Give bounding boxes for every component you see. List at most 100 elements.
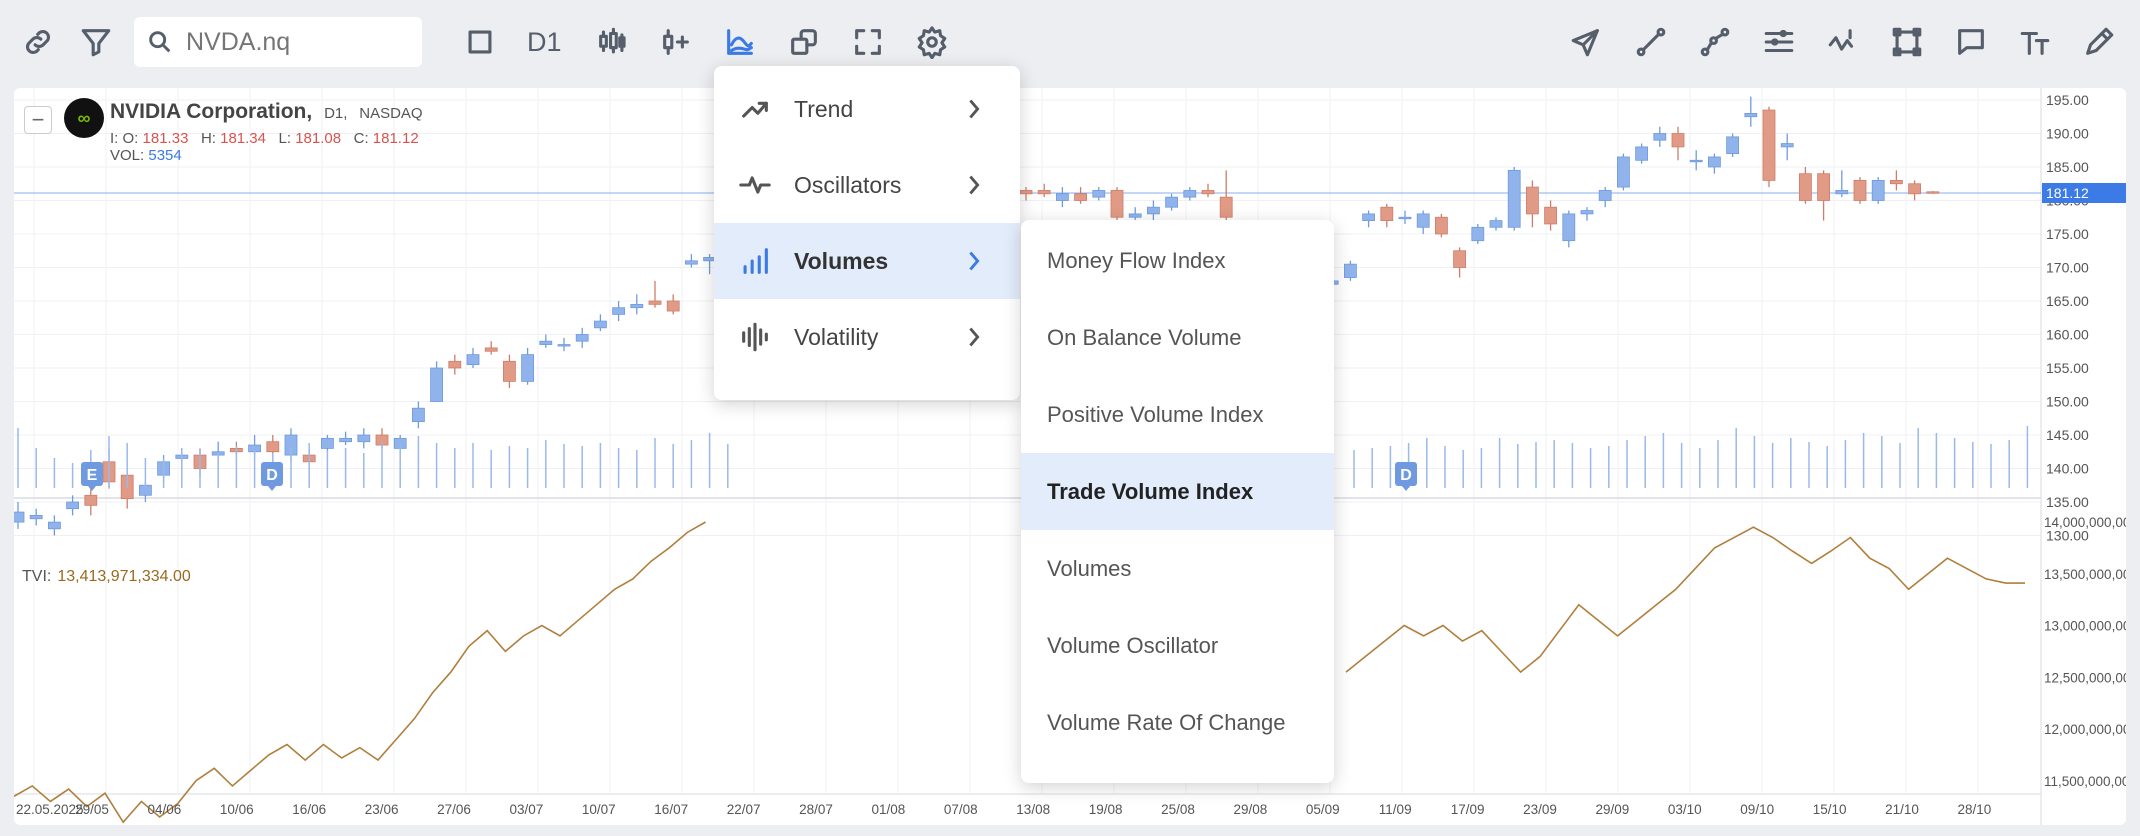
candle-body [1799, 173, 1812, 201]
candle-body [1019, 190, 1033, 195]
filter-icon[interactable] [72, 18, 120, 66]
submenu-item-trade-volume-index[interactable]: Trade Volume Index [1021, 453, 1334, 530]
tvi-line [14, 521, 706, 824]
search-input[interactable] [184, 26, 408, 58]
candle-body [320, 437, 334, 449]
candle-body [1871, 180, 1885, 201]
lines-icon[interactable] [1755, 18, 1803, 66]
date-tick-label: 10/07 [582, 802, 616, 817]
candle-body [1598, 190, 1612, 201]
event-marker-label: E [87, 467, 98, 484]
candle-body [1835, 190, 1849, 195]
candle-body [1908, 183, 1921, 195]
submenu-item-positive-volume-index[interactable]: Positive Volume Index [1047, 401, 1264, 427]
tvi-line [1345, 526, 2025, 674]
candle-body [1201, 190, 1215, 195]
candle-body [1037, 190, 1051, 195]
box-icon[interactable] [1883, 18, 1931, 66]
candle-body [1074, 193, 1087, 201]
symbol-title: NVIDIA Corporation, D1, NASDAQ [110, 100, 423, 124]
candle-body [1926, 191, 1940, 194]
send-icon[interactable] [1562, 18, 1610, 66]
date-tick-label: 21/10 [1885, 802, 1919, 817]
candle-body [612, 307, 625, 315]
candle-body [1708, 156, 1721, 168]
rectangle-icon[interactable] [456, 18, 504, 66]
candle-body [266, 441, 280, 453]
event-marker-pointer [88, 486, 96, 491]
chart-canvas[interactable]: EDD195.00190.00185.00180.00175.00170.001… [14, 88, 2126, 825]
candle-body [1147, 206, 1160, 215]
candle-body [1689, 159, 1703, 163]
chevron-right-icon [969, 327, 980, 347]
candle-body [1653, 133, 1667, 141]
text-icon[interactable] [2011, 18, 2059, 66]
date-tick-label: 29/08 [1234, 802, 1268, 817]
date-tick-label: 05/09 [1306, 802, 1340, 817]
candle-body [1744, 112, 1758, 118]
wave-icon[interactable] [1819, 18, 1867, 66]
menu-item-volumes[interactable]: Volumes [714, 223, 1020, 299]
menu-item-oscillators[interactable]: Oscillators [714, 147, 1020, 223]
volume-readout: VOL: 5354 [110, 147, 182, 164]
volatility-icon [742, 322, 768, 352]
price-tick-label: 175.00 [2046, 226, 2089, 242]
volumes-submenu: Money Flow Index On Balance Volume Positiv… [1021, 220, 1334, 783]
date-tick-label: 15/10 [1813, 802, 1847, 817]
price-tick-label: 135.00 [2046, 494, 2089, 510]
candle-body [1507, 169, 1521, 228]
price-tick-label: 130.00 [2046, 528, 2089, 544]
symbol-search[interactable] [134, 17, 422, 67]
menu-item-volatility[interactable]: Volatility [714, 299, 1020, 375]
submenu-item-money-flow-index[interactable]: Money Flow Index [1047, 247, 1226, 273]
candle-body [630, 303, 644, 309]
candle-body [1617, 156, 1630, 188]
candles-icon[interactable] [588, 18, 636, 66]
submenu-item-on-balance-volume[interactable]: On Balance Volume [1047, 324, 1242, 350]
candle-body [448, 360, 462, 369]
candle-body [685, 260, 698, 265]
compare-icon[interactable] [780, 18, 828, 66]
tvi-tick-label: 14,000,000,000 [2044, 515, 2126, 530]
fullscreen-icon[interactable] [844, 18, 892, 66]
indicators-icon[interactable] [716, 18, 764, 66]
legend-collapse-button[interactable]: − [24, 106, 52, 134]
event-marker [261, 462, 283, 486]
line-icon[interactable] [1627, 18, 1675, 66]
submenu-item-volumes[interactable]: Volumes [1047, 555, 1132, 581]
date-tick-label: 04/06 [148, 802, 182, 817]
price-tick-label: 145.00 [2046, 427, 2089, 443]
candle-body [1890, 180, 1903, 185]
date-tick-label: 13/08 [1016, 802, 1050, 817]
menu-item-trend[interactable]: Trend [714, 71, 1020, 147]
link-icon[interactable] [14, 18, 62, 66]
candle-body [1526, 186, 1539, 215]
submenu-item-volume-rate-of-change[interactable]: Volume Rate Of Change [1047, 709, 1286, 735]
candle-body [1165, 196, 1178, 208]
date-tick-label: 09/10 [1740, 802, 1774, 817]
multi-line-icon[interactable] [1691, 18, 1739, 66]
symbol-timeframe: D1, [324, 105, 348, 122]
tvi-tick-label: 13,000,000,000 [2044, 619, 2126, 634]
volume-bars-icon [743, 248, 768, 274]
candle-body [666, 300, 680, 312]
date-tick-label: 23/09 [1523, 802, 1557, 817]
tvi-tick-label: 12,000,000,000 [2044, 722, 2126, 737]
date-tick-label: 23/06 [365, 802, 399, 817]
candle-body [1562, 213, 1576, 242]
timeframe-button[interactable]: D1 [527, 26, 562, 57]
candle-body [1128, 213, 1142, 218]
comment-icon[interactable] [1947, 18, 1995, 66]
candle-body [48, 521, 61, 530]
price-tick-label: 165.00 [2046, 293, 2089, 309]
candle-body [1362, 213, 1375, 222]
add-indicator-icon[interactable] [652, 18, 700, 66]
date-tick-label: 03/07 [510, 802, 544, 817]
pencil-icon[interactable] [2075, 18, 2123, 66]
candle-body [1762, 109, 1776, 181]
candle-body [1453, 250, 1466, 268]
settings-icon[interactable] [908, 18, 956, 66]
price-tick-label: 150.00 [2046, 394, 2089, 410]
submenu-item-volume-oscillator[interactable]: Volume Oscillator [1047, 632, 1219, 658]
candle-body [1110, 190, 1124, 218]
